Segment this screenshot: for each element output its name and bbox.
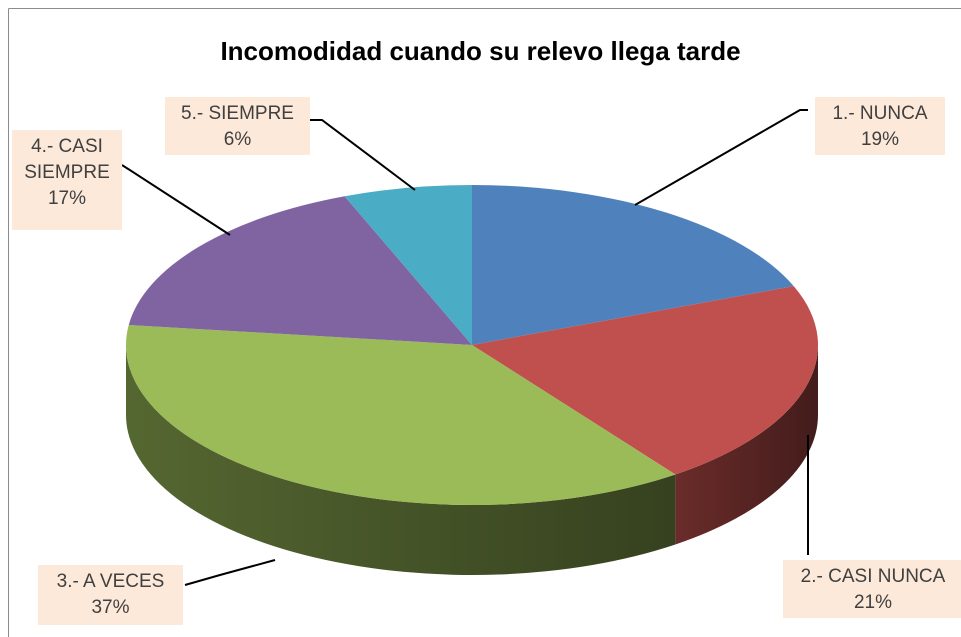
category-label: 2.- CASI NUNCA (800, 566, 946, 587)
value-label: 19% (860, 129, 900, 150)
leader-line (634, 109, 808, 206)
chart-title: Incomodidad cuando su relevo llega tarde (220, 36, 741, 66)
data-label: 2.- CASI NUNCA 21% (783, 560, 961, 618)
category-label: 5.- SIEMPRE (181, 103, 294, 124)
data-label: 4.- CASI SIEMPRE 17% (12, 130, 122, 230)
leader-line (121, 164, 231, 236)
value-label: 37% (91, 597, 130, 618)
slice (472, 286, 818, 475)
slice-side (675, 345, 818, 545)
category-label: 4.- CASI SIEMPRE (24, 136, 110, 183)
value-label: 6% (223, 129, 252, 150)
category-label: 1.- NUNCA (832, 103, 928, 124)
data-label: 3.- A VECES 37% (38, 565, 183, 625)
leader-line (310, 119, 416, 191)
data-label: 1.- NUNCA 19% (815, 97, 945, 155)
slice (125, 324, 676, 505)
slice (128, 196, 472, 345)
slice (472, 185, 794, 345)
data-label: 5.- SIEMPRE 6% (165, 97, 310, 155)
value-label: 21% (853, 592, 893, 613)
category-label: 3.- A VECES (56, 571, 165, 592)
leader-line (184, 559, 276, 586)
slice (344, 185, 472, 345)
slice-side (126, 345, 676, 575)
value-label: 17% (47, 188, 87, 209)
